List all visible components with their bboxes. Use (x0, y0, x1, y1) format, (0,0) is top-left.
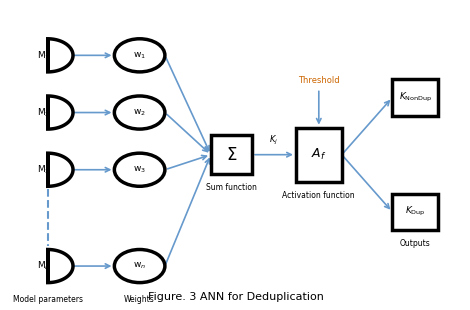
Bar (211, 135, 252, 174)
Text: Model parameters: Model parameters (13, 294, 83, 304)
Circle shape (114, 96, 165, 129)
Polygon shape (48, 96, 73, 129)
Polygon shape (48, 250, 73, 283)
Bar (296, 128, 342, 182)
Text: M$_3$: M$_3$ (37, 163, 51, 176)
Text: w$_3$: w$_3$ (133, 165, 146, 175)
Bar (392, 79, 438, 116)
Text: M$_1$: M$_1$ (37, 49, 51, 62)
Text: Figure. 3 ANN for Deduplication: Figure. 3 ANN for Deduplication (148, 292, 324, 302)
Text: Threshold: Threshold (298, 77, 340, 86)
Polygon shape (48, 153, 73, 186)
Text: $K_{\mathrm{Dup}}$: $K_{\mathrm{Dup}}$ (405, 205, 425, 219)
Text: w$_n$: w$_n$ (133, 261, 146, 271)
Text: w$_2$: w$_2$ (133, 107, 146, 118)
Text: M$_n$: M$_n$ (37, 260, 51, 272)
Circle shape (114, 39, 165, 72)
Text: $K_j$: $K_j$ (269, 134, 279, 147)
Bar (392, 194, 438, 230)
Text: $K_{\mathrm{NonDup}}$: $K_{\mathrm{NonDup}}$ (399, 91, 432, 104)
Text: $A_f$: $A_f$ (311, 147, 327, 162)
Text: w$_1$: w$_1$ (133, 50, 146, 60)
Circle shape (114, 153, 165, 186)
Polygon shape (48, 39, 73, 72)
Text: Sum function: Sum function (206, 183, 257, 192)
Text: Activation function: Activation function (282, 191, 355, 200)
Circle shape (114, 250, 165, 283)
Text: $\Sigma$: $\Sigma$ (226, 146, 237, 164)
Text: Weights: Weights (124, 294, 155, 304)
Text: Outputs: Outputs (400, 239, 431, 248)
Text: M$_2$: M$_2$ (37, 106, 51, 119)
